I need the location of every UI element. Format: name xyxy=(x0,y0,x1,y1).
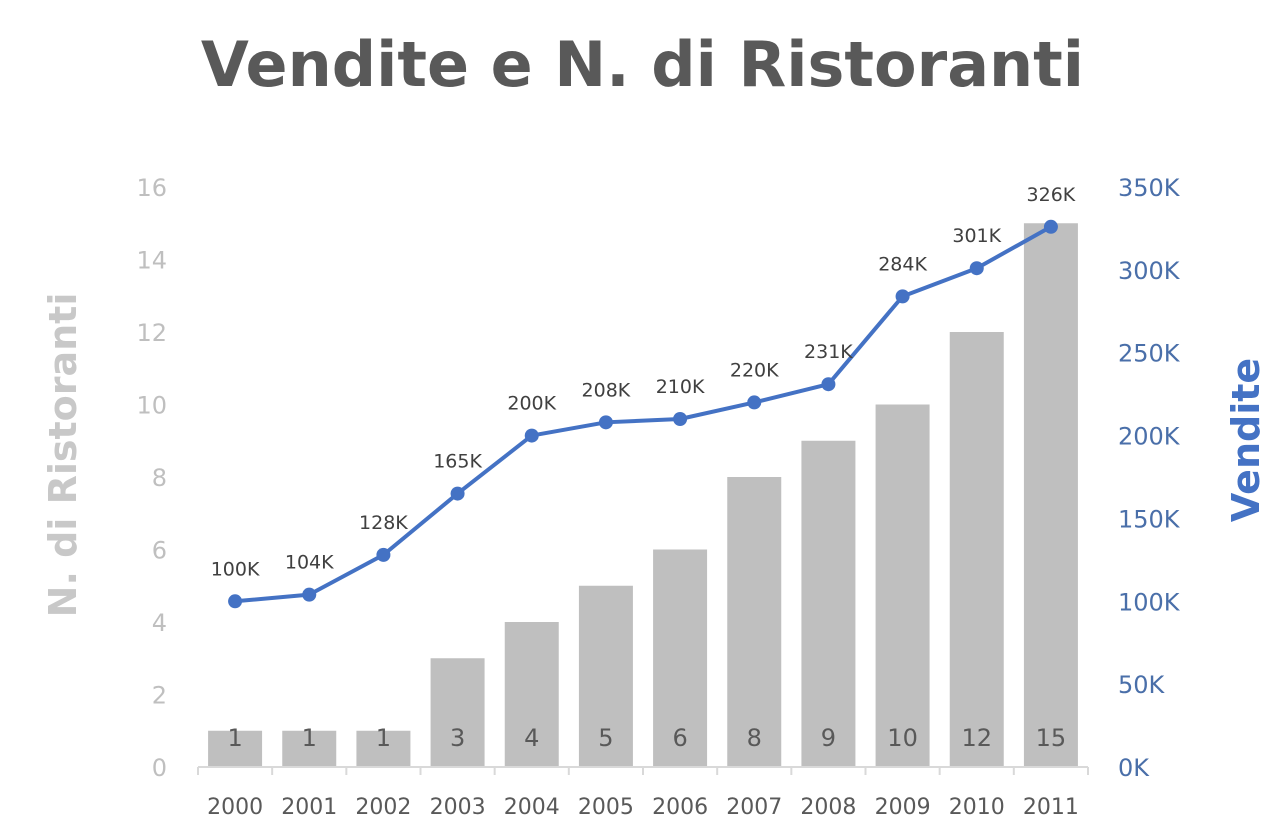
bar-2011 xyxy=(1023,223,1078,767)
bars-layer xyxy=(208,223,1078,767)
sales-point-2010 xyxy=(969,261,984,276)
sales-point-2007 xyxy=(747,395,762,410)
bar-label-2000: 1 xyxy=(227,724,242,752)
labels-layer: 1 1 1 3 4 5 6 8 9 10 12 15 2000 2001 2002 2003 2004 2005 2… xyxy=(41,174,1268,820)
x-tick-label-2002: 2002 xyxy=(355,795,411,820)
sales-label-2003: 165K xyxy=(433,451,482,473)
bar-2004 xyxy=(504,622,559,767)
sales-label-2004: 200K xyxy=(507,393,556,415)
y-right-tick-100K: 100K xyxy=(1118,588,1181,616)
sales-point-2009 xyxy=(895,289,910,304)
bar-label-2005: 5 xyxy=(598,724,613,752)
chart-title: Vendite e N. di Ristoranti xyxy=(200,28,1085,101)
x-tick-label-2003: 2003 xyxy=(430,795,486,820)
sales-label-2010: 301K xyxy=(952,225,1001,247)
bar-2005 xyxy=(578,585,633,767)
y-right-tick-300K: 300K xyxy=(1118,257,1181,285)
sales-point-2000 xyxy=(228,594,243,609)
y-right-tick-350K: 350K xyxy=(1118,174,1181,202)
sales-line xyxy=(234,225,1052,604)
y-right-axis-title: Vendite xyxy=(1224,358,1268,522)
y-left-tick-4: 4 xyxy=(152,609,167,637)
sales-label-2005: 208K xyxy=(582,379,631,401)
bar-2007 xyxy=(727,477,782,767)
sales-label-2006: 210K xyxy=(656,376,705,398)
bar-2001 xyxy=(282,730,337,767)
y-left-tick-0: 0 xyxy=(152,754,167,782)
x-tick-label-2009: 2009 xyxy=(875,795,931,820)
bar-label-2002: 1 xyxy=(376,724,391,752)
bar-label-2010: 12 xyxy=(961,724,992,752)
y-left-tick-14: 14 xyxy=(136,247,167,275)
x-tick-label-2007: 2007 xyxy=(726,795,782,820)
bar-2010 xyxy=(949,332,1004,767)
sales-point-2005 xyxy=(598,415,613,430)
y-left-tick-2: 2 xyxy=(152,682,167,710)
y-left-tick-6: 6 xyxy=(152,537,167,565)
y-left-tick-8: 8 xyxy=(152,464,167,492)
bar-label-2009: 10 xyxy=(887,724,918,752)
axes-layer xyxy=(197,766,1089,775)
y-left-tick-10: 10 xyxy=(136,392,167,420)
sales-point-2003 xyxy=(450,486,465,501)
line-layer xyxy=(228,219,1058,609)
y-left-tick-12: 12 xyxy=(136,319,167,347)
y-right-tick-250K: 250K xyxy=(1118,340,1181,368)
bar-label-2006: 6 xyxy=(672,724,687,752)
bar-2002 xyxy=(356,730,411,767)
sales-point-2011 xyxy=(1043,219,1058,234)
x-tick-label-2011: 2011 xyxy=(1023,795,1079,820)
x-tick-label-2005: 2005 xyxy=(578,795,634,820)
bar-2006 xyxy=(653,549,708,767)
sales-point-2006 xyxy=(673,412,688,426)
y-right-tick-200K: 200K xyxy=(1118,423,1181,451)
bar-label-2007: 8 xyxy=(747,724,762,752)
bar-2000 xyxy=(208,730,263,767)
bar-2003 xyxy=(430,658,485,767)
y-left-axis-title: N. di Ristoranti xyxy=(41,293,85,618)
bar-label-2011: 15 xyxy=(1036,724,1067,752)
x-tick-label-2001: 2001 xyxy=(281,795,337,820)
sales-label-2009: 284K xyxy=(878,253,927,275)
x-tick-label-2008: 2008 xyxy=(800,795,856,820)
y-right-tick-150K: 150K xyxy=(1118,505,1181,533)
x-tick-label-2004: 2004 xyxy=(504,795,560,820)
sales-label-2011: 326K xyxy=(1027,184,1076,206)
x-tick-label-2006: 2006 xyxy=(652,795,708,820)
bar-label-2001: 1 xyxy=(302,724,317,752)
sales-point-2001 xyxy=(302,587,317,602)
sales-label-2001: 104K xyxy=(285,552,334,574)
sales-label-2008: 231K xyxy=(804,341,853,363)
sales-label-2007: 220K xyxy=(730,359,779,381)
bar-label-2008: 9 xyxy=(821,724,836,752)
sales-label-2000: 100K xyxy=(211,558,260,580)
bar-label-2003: 3 xyxy=(450,724,465,752)
y-left-tick-16: 16 xyxy=(136,174,167,202)
bar-2009 xyxy=(875,404,930,767)
sales-label-2002: 128K xyxy=(359,512,408,534)
x-tick-label-2010: 2010 xyxy=(949,795,1005,820)
sales-point-2008 xyxy=(821,377,836,392)
x-tick-label-2000: 2000 xyxy=(207,795,263,820)
bar-2008 xyxy=(801,440,856,767)
bar-label-2004: 4 xyxy=(524,724,539,752)
y-right-tick-50K: 50K xyxy=(1118,671,1166,699)
sales-point-2002 xyxy=(376,547,391,562)
sales-point-2004 xyxy=(524,428,539,443)
y-right-tick-0K: 0K xyxy=(1118,754,1150,782)
